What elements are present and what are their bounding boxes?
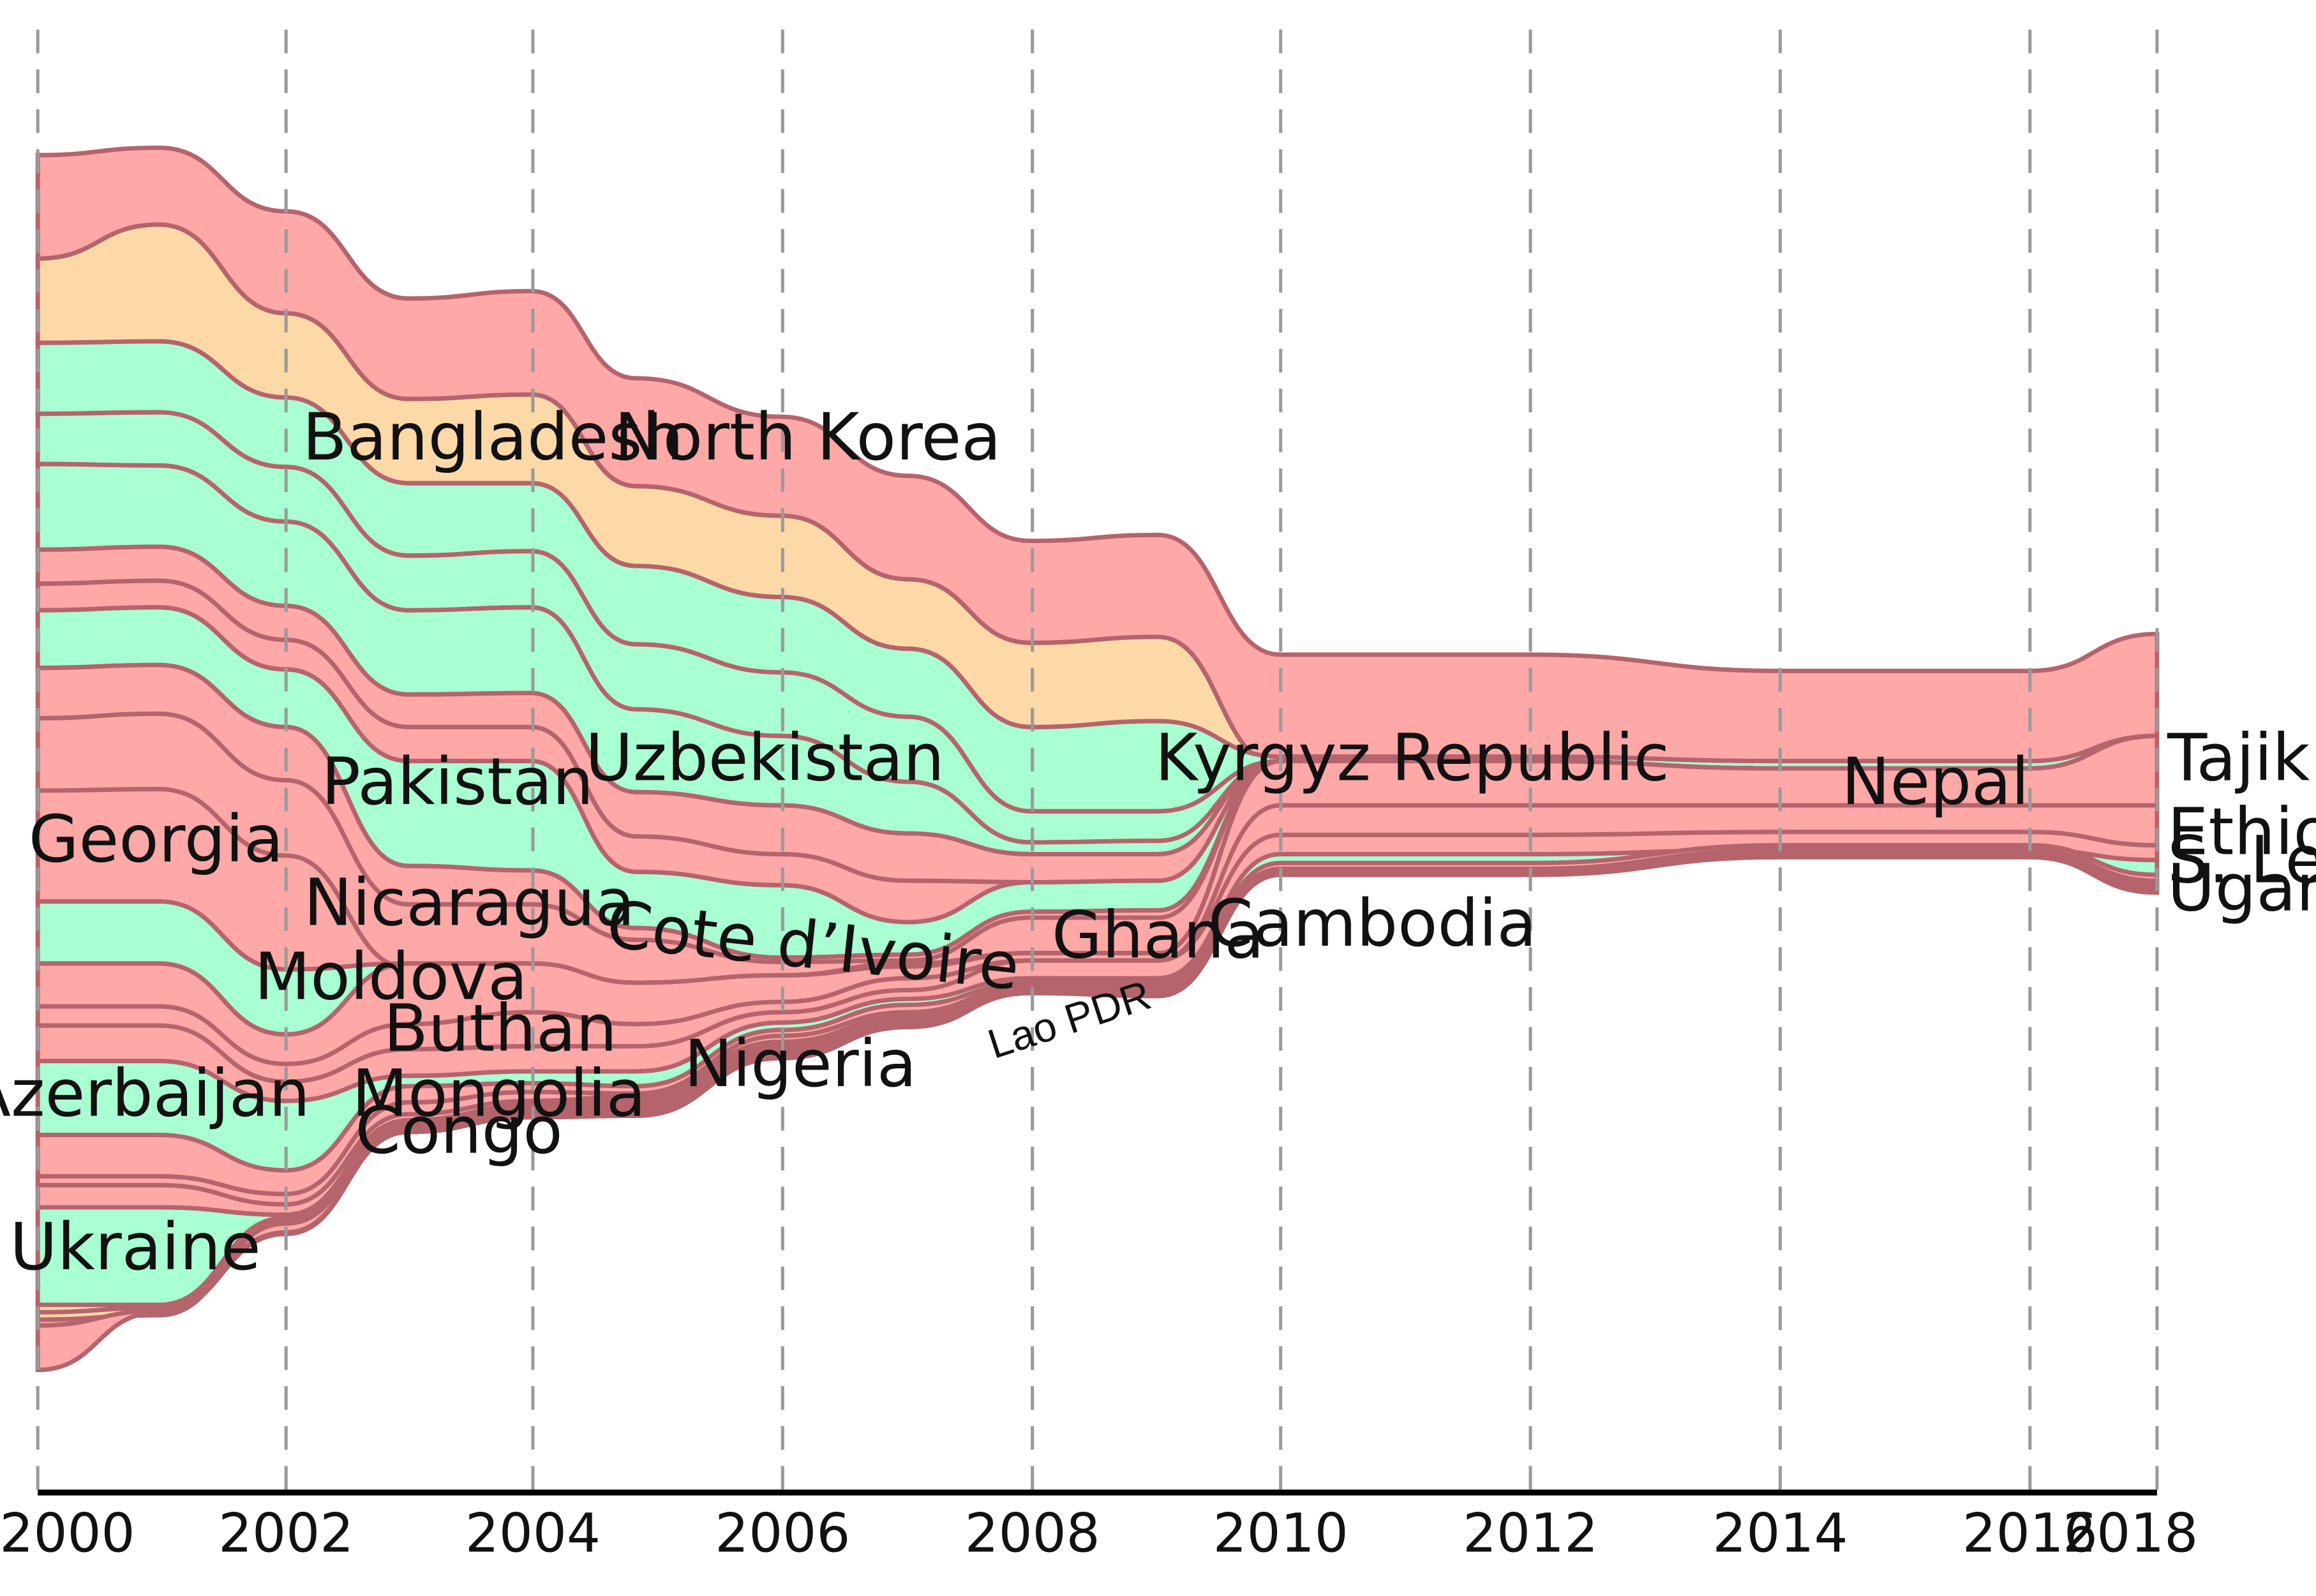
x-tick-label: 2010 [1213,1503,1349,1565]
stream-band [35,854,2157,1373]
x-tick-label: 2016 [1962,1503,2098,1565]
stream-label: Nepal [1841,744,2029,820]
stream-label: Cambodia [1208,886,1537,962]
stream-label: Ethiopia [2167,794,2316,870]
stream-label: S. Leone [2167,822,2316,898]
stream-label: Nigeria [684,1026,916,1102]
stream-label: Ukraine [10,1209,260,1285]
stream-label: Kyrgyz Republic [1155,720,1670,796]
stream-label: Ghana [1052,898,1264,974]
x-tick-label: 2014 [1712,1503,1848,1565]
stream-label: Nicaragua [304,865,635,941]
stream-label: Moldova [255,939,528,1015]
x-tick-label: 2004 [465,1503,601,1565]
stream-label: Bangladesh [303,399,684,475]
stream-label: Azerbaijan [0,1055,310,1131]
x-tick-label: 2008 [965,1503,1100,1565]
stream-label: North Korea [615,399,1001,475]
x-tick-label: 2012 [1463,1503,1598,1565]
stream-label: Uganda [2167,850,2316,926]
x-tick-label: 2006 [715,1503,850,1565]
stream-label: Uzbekistan [585,720,945,796]
stream-label: Tajikistan [2167,720,2316,796]
grid-layer [36,29,2159,1505]
stream-label: Mongolia [352,1055,646,1131]
stream-label: Buthan [384,990,617,1066]
stream-label: Congo [355,1093,563,1168]
x-tick-label: 2018 [2063,1503,2198,1565]
x-tick-label: 2000 [0,1503,135,1565]
stream-label: Georgia [29,802,283,877]
streams-layer [35,145,2160,1373]
x-tick-label: 2002 [218,1503,354,1565]
stream-label: Pakistan [322,744,594,820]
